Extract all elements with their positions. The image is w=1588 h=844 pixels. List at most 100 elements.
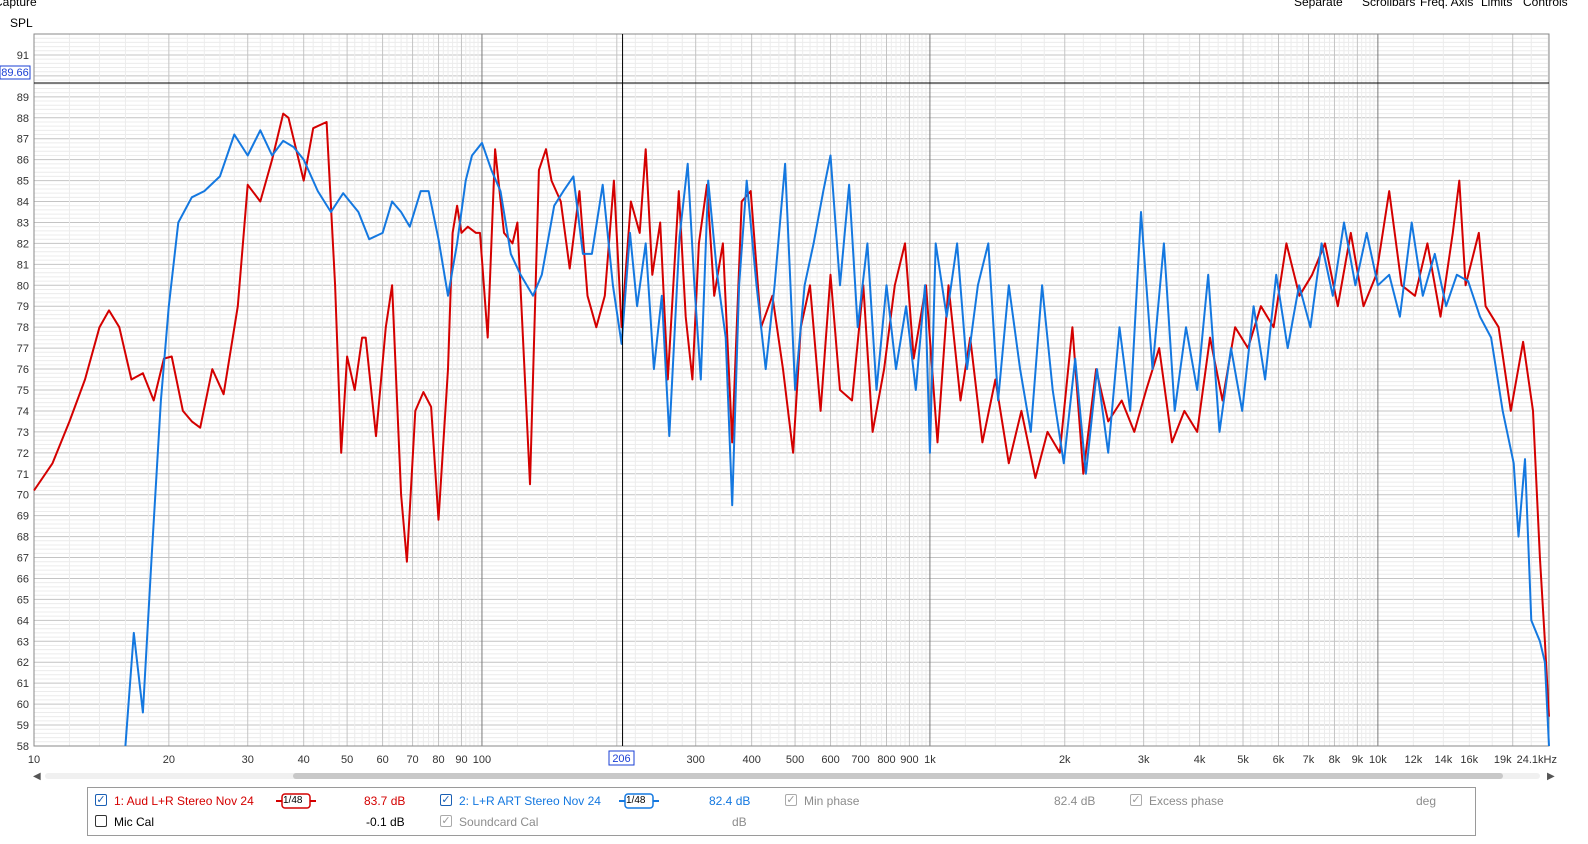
mic-cal-checkbox[interactable]	[95, 815, 107, 827]
y-tick-label: 88	[17, 113, 29, 125]
y-tick-label: 72	[17, 448, 29, 460]
y-tick-label: 77	[17, 343, 29, 355]
y-tick-label: 66	[17, 573, 29, 585]
legend-panel: ✓ 1: Aud L+R Stereo Nov 24 1/48 83.7 dB …	[87, 787, 1476, 836]
x-tick-label: 800	[877, 754, 895, 766]
x-tick-label: 10	[28, 754, 40, 766]
y-tick-label: 73	[17, 427, 29, 439]
y-tick-label: 59	[17, 720, 29, 732]
x-tick-label: 60	[376, 754, 388, 766]
series-line-1	[33, 112, 1550, 717]
x-tick-label: 3k	[1138, 754, 1150, 766]
trace1-label[interactable]: 1: Aud L+R Stereo Nov 24	[114, 794, 254, 808]
series-line-2	[124, 129, 1550, 747]
soundcard-cal-checkbox[interactable]: ✓	[440, 815, 452, 827]
y-tick-label: 91	[17, 50, 29, 62]
y-tick-label: 64	[17, 615, 29, 627]
y-tick-label: 67	[17, 553, 29, 565]
scrollbars-button[interactable]: Scrollbars	[1362, 0, 1416, 9]
y-cursor-readout: 89.66	[1, 67, 29, 79]
trace1-value: 83.7 dB	[364, 794, 406, 808]
legend-row-1: ✓ 1: Aud L+R Stereo Nov 24 1/48 83.7 dB …	[88, 792, 1475, 812]
trace2-value: 82.4 dB	[709, 794, 751, 808]
trace1-smoothing-icon[interactable]	[276, 793, 316, 809]
y-cursor-box[interactable]	[0, 65, 31, 80]
separate-button[interactable]: Separate	[1294, 0, 1343, 9]
scrollbar-thumb[interactable]	[293, 773, 1503, 779]
x-tick-label: 10k	[1369, 754, 1387, 766]
y-tick-label: 82	[17, 238, 29, 250]
x-tick-label: 500	[786, 754, 804, 766]
y-tick-label: 76	[17, 364, 29, 376]
y-tick-label: 58	[17, 741, 29, 753]
y-tick-label: 80	[17, 280, 29, 292]
scroll-left-arrow[interactable]: ◀	[33, 771, 41, 782]
x-tick-label: 7k	[1303, 754, 1315, 766]
soundcard-cal-unit: dB	[732, 815, 747, 829]
x-tick-label: 30	[242, 754, 254, 766]
y-tick-label: 68	[17, 532, 29, 544]
y-tick-label: 84	[17, 197, 29, 209]
x-tick-label: 9k	[1352, 754, 1364, 766]
y-tick-label: 63	[17, 636, 29, 648]
x-tick-label: 8k	[1329, 754, 1341, 766]
x-cursor-box[interactable]	[608, 750, 635, 766]
y-tick-label: 65	[17, 594, 29, 606]
soundcard-cal-label[interactable]: Soundcard Cal	[459, 815, 539, 829]
y-tick-label: 60	[17, 699, 29, 711]
y-tick-label: 62	[17, 657, 29, 669]
y-tick-label: 61	[17, 678, 29, 690]
excess-phase-unit: deg	[1416, 794, 1437, 808]
x-tick-label: 50	[341, 754, 353, 766]
x-axis-ticks: 10 20 30 40 50 60 70 80 90 100 300 400 500 600 700 800 9…	[28, 754, 1557, 766]
limits-button[interactable]: Limits	[1481, 0, 1513, 9]
x-tick-label: 700	[851, 754, 869, 766]
x-cursor-readout: 206	[612, 753, 630, 765]
y-tick-label: 79	[17, 301, 29, 313]
mic-cal-label[interactable]: Mic Cal	[114, 815, 155, 829]
y-tick-label: 69	[17, 511, 29, 523]
y-tick-label: 74	[17, 406, 29, 418]
x-tick-label: 16k	[1460, 754, 1478, 766]
x-tick-label: 90	[455, 754, 467, 766]
spl-chart[interactable]: 58 59 60 61 62 63 64 65 66 67 68 69 70 71 72 73 74 75 76 77…	[0, 0, 1588, 787]
x-tick-label: 300	[687, 754, 705, 766]
mic-cal-value: -0.1 dB	[366, 815, 405, 829]
capture-label[interactable]: Capture	[0, 0, 37, 9]
y-tick-label: 75	[17, 385, 29, 397]
y-tick-label: 78	[17, 322, 29, 334]
window-header: Capture Separate Scrollbars Freq. Axis L…	[0, 0, 1588, 10]
min-phase-checkbox[interactable]: ✓	[785, 794, 797, 806]
y-tick-label: 81	[17, 259, 29, 271]
y-tick-label: 83	[17, 217, 29, 229]
x-tick-label: 1k	[924, 754, 936, 766]
freq-axis-button[interactable]: Freq. Axis	[1420, 0, 1474, 9]
trace2-label[interactable]: 2: L+R ART Stereo Nov 24	[459, 794, 601, 808]
y-axis-label: SPL	[10, 16, 33, 30]
series-group	[33, 112, 1550, 747]
trace2-checkbox[interactable]: ✓	[440, 794, 452, 806]
controls-button[interactable]: Controls	[1523, 0, 1568, 9]
x-tick-label: 19k	[1494, 754, 1512, 766]
x-tick-label: 4k	[1194, 754, 1206, 766]
plot-border	[33, 33, 1550, 747]
trace1-checkbox[interactable]: ✓	[95, 794, 107, 806]
excess-phase-label[interactable]: Excess phase	[1149, 794, 1224, 808]
cursors[interactable]	[34, 34, 1549, 746]
trace2-smoothing-icon[interactable]	[619, 793, 659, 809]
y-tick-label: 87	[17, 134, 29, 146]
x-tick-label: 100	[473, 754, 491, 766]
y-tick-label: 85	[17, 176, 29, 188]
y-tick-label: 71	[17, 469, 29, 481]
x-tick-label: 12k	[1404, 754, 1422, 766]
x-tick-label: 2k	[1059, 754, 1071, 766]
x-tick-label: 6k	[1273, 754, 1285, 766]
y-tick-label: 89	[17, 92, 29, 104]
x-tick-label: 40	[298, 754, 310, 766]
trace1-smoothing: 1/48	[283, 795, 303, 806]
min-phase-label[interactable]: Min phase	[804, 794, 860, 808]
scroll-right-arrow[interactable]: ▶	[1547, 771, 1555, 782]
legend-row-2: Mic Cal -0.1 dB ✓ Soundcard Cal dB	[88, 813, 1475, 833]
excess-phase-checkbox[interactable]: ✓	[1130, 794, 1142, 806]
x-tick-label: 24.1kHz	[1517, 754, 1557, 766]
